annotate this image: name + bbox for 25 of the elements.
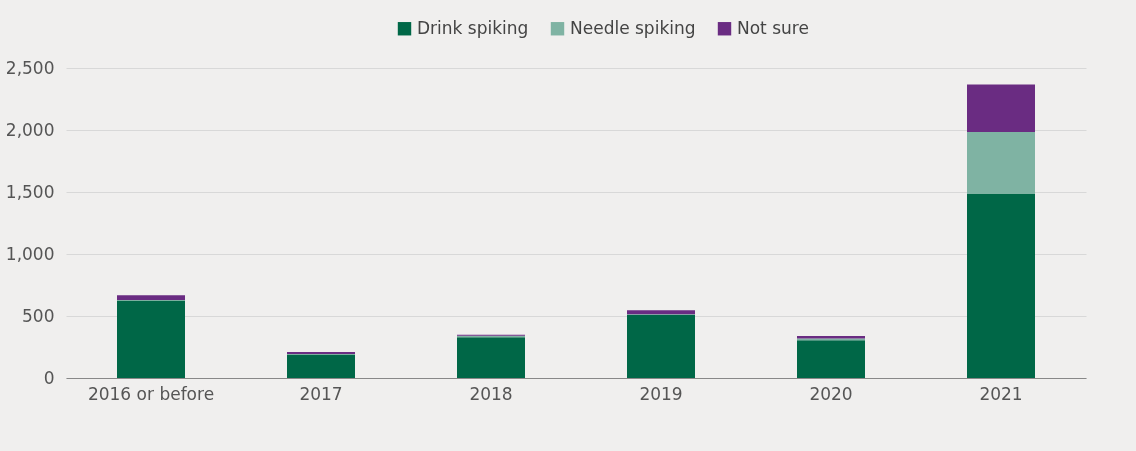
x-tick-label: 2020	[809, 383, 853, 404]
y-tick-label: 500	[22, 305, 55, 326]
y-tick-label: 2,000	[5, 119, 55, 140]
bar	[627, 314, 695, 378]
bar	[797, 340, 865, 378]
bar	[457, 337, 525, 378]
x-tick-label: 2021	[979, 383, 1023, 404]
x-tick-label: 2019	[639, 383, 683, 404]
bar	[117, 300, 185, 378]
bar	[287, 354, 355, 378]
bar	[967, 194, 1035, 378]
x-tick-label: 2018	[469, 383, 513, 404]
legend-label: Drink spiking	[417, 17, 529, 38]
legend-label: Needle spiking	[570, 17, 696, 38]
y-tick-label: 1,500	[5, 181, 55, 202]
legend-label: Not sure	[737, 17, 809, 38]
bar	[967, 84, 1035, 133]
y-tick-label: 0	[43, 367, 55, 388]
x-tick-label: 2017	[299, 383, 343, 404]
y-tick-label: 2,500	[5, 57, 55, 78]
bar	[117, 295, 185, 300]
x-tick-label: 2016 or before	[87, 383, 215, 404]
bar	[627, 310, 695, 315]
y-tick-label: 1,000	[5, 243, 55, 264]
bar	[967, 132, 1035, 195]
